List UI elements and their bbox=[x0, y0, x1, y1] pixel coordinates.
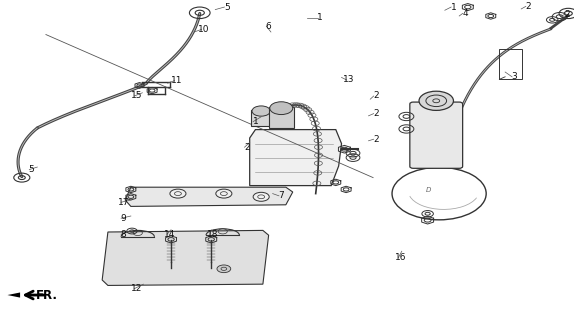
Text: 5: 5 bbox=[224, 3, 230, 12]
Circle shape bbox=[419, 91, 453, 110]
Text: 1: 1 bbox=[253, 117, 258, 126]
Circle shape bbox=[217, 265, 231, 273]
Text: 3: 3 bbox=[511, 72, 517, 81]
Text: D: D bbox=[426, 188, 432, 193]
Text: 4: 4 bbox=[462, 9, 468, 18]
Text: 2: 2 bbox=[373, 109, 379, 118]
Text: 14: 14 bbox=[164, 230, 175, 239]
Text: 15: 15 bbox=[131, 92, 142, 100]
Text: 2: 2 bbox=[564, 10, 570, 19]
Circle shape bbox=[252, 106, 270, 116]
Polygon shape bbox=[250, 130, 342, 186]
Bar bbox=[273, 107, 293, 124]
Text: 16: 16 bbox=[395, 253, 406, 262]
Text: 2: 2 bbox=[373, 135, 379, 144]
Polygon shape bbox=[102, 230, 269, 285]
Polygon shape bbox=[7, 292, 20, 298]
Circle shape bbox=[253, 192, 269, 201]
Text: 8: 8 bbox=[121, 230, 126, 239]
Polygon shape bbox=[125, 187, 293, 206]
Bar bbox=[251, 110, 272, 126]
Text: 2: 2 bbox=[525, 2, 531, 11]
Text: 9: 9 bbox=[121, 214, 126, 223]
Text: 7: 7 bbox=[278, 191, 284, 200]
Text: 2: 2 bbox=[244, 143, 250, 152]
Text: 13: 13 bbox=[343, 76, 355, 84]
Text: 11: 11 bbox=[171, 76, 183, 85]
Circle shape bbox=[270, 102, 293, 115]
Circle shape bbox=[216, 189, 232, 198]
Circle shape bbox=[274, 103, 292, 114]
Circle shape bbox=[170, 189, 186, 198]
Text: 1: 1 bbox=[451, 3, 456, 12]
Text: FR.: FR. bbox=[36, 289, 58, 301]
Bar bbox=[499, 49, 522, 79]
Text: 1: 1 bbox=[317, 13, 323, 22]
Text: 10: 10 bbox=[198, 25, 210, 34]
Text: 12: 12 bbox=[131, 284, 142, 293]
Text: 6: 6 bbox=[266, 22, 272, 31]
Bar bbox=[269, 107, 294, 128]
FancyBboxPatch shape bbox=[410, 102, 463, 168]
Text: 5: 5 bbox=[29, 165, 34, 174]
Text: 2: 2 bbox=[373, 92, 379, 100]
Text: 17: 17 bbox=[118, 198, 129, 207]
Text: 18: 18 bbox=[207, 230, 218, 239]
